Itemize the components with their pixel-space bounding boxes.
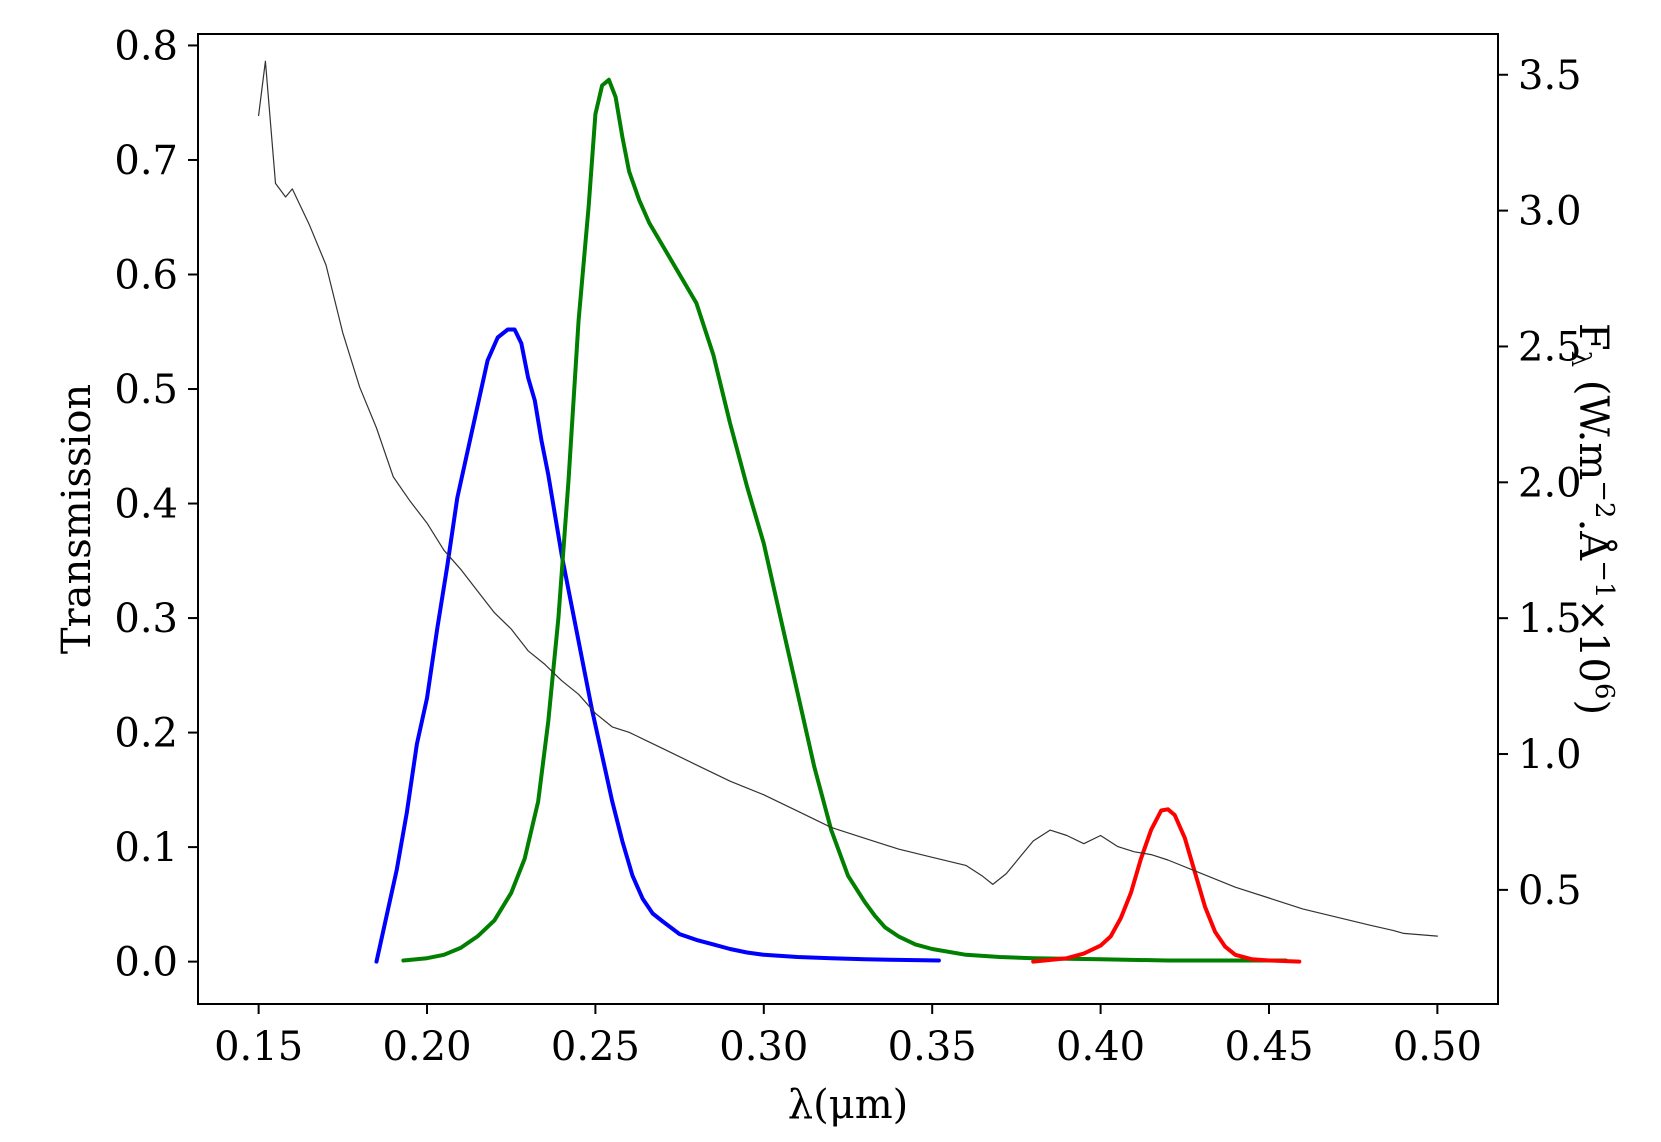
y-tick-label: 0.4 [114, 482, 178, 528]
y-axis-right: 0.5 1.0 1.5 2.0 2.5 3.0 3.5 [1498, 53, 1582, 914]
spectrum-line [258, 60, 1439, 937]
y-tick-label: 0.0 [114, 940, 178, 986]
y2-label-sub: λ [1565, 351, 1595, 367]
y-tick-label: 0.1 [114, 825, 178, 871]
x-tick-label: 0.45 [1224, 1024, 1313, 1070]
y-tick-label: 0.7 [114, 138, 178, 184]
y2-label-rest: (W.m [1570, 367, 1616, 480]
x-axis: 0.15 0.20 0.25 0.30 0.35 0.40 0.45 0.50 [214, 1004, 1482, 1070]
x-tick-label: 0.40 [1056, 1024, 1145, 1070]
y2-tick-label: 2.0 [1518, 460, 1582, 506]
x-tick-label: 0.25 [551, 1024, 640, 1070]
y-tick-label: 0.8 [114, 23, 178, 69]
y2-label-exp2: −1 [1589, 560, 1619, 598]
y2-label-exp1: −2 [1589, 480, 1619, 518]
y2-tick-label: 2.5 [1518, 324, 1582, 370]
y2-label-close: ) [1570, 699, 1616, 715]
y2-label-f: F [1570, 323, 1616, 351]
y-tick-label: 0.5 [114, 367, 178, 413]
y-axis-label: Transmission [54, 384, 100, 654]
plot-frame [197, 33, 1499, 1005]
transmission-curve-3 [1031, 807, 1302, 964]
transmission-curve-2 [401, 77, 1288, 963]
plot-curves [258, 60, 1439, 964]
x-tick-label: 0.30 [719, 1024, 808, 1070]
x-tick-label: 0.35 [888, 1024, 977, 1070]
y-tick-label: 0.6 [114, 252, 178, 298]
transmission-curve-1 [374, 327, 941, 964]
y2-tick-label: 1.0 [1518, 732, 1582, 778]
x-tick-label: 0.20 [382, 1024, 471, 1070]
y2-axis-label: Fλ (W.m−2.Å−1×106) [1565, 323, 1619, 715]
y2-tick-label: 3.5 [1518, 53, 1582, 99]
y2-tick-label: 0.5 [1518, 868, 1582, 914]
y-tick-label: 0.3 [114, 596, 178, 642]
y2-tick-label: 3.0 [1518, 189, 1582, 235]
y2-label-times: ×10 [1570, 599, 1616, 683]
y-tick-label: 0.2 [114, 711, 178, 757]
x-tick-label: 0.50 [1393, 1024, 1482, 1070]
x-axis-label: λ(μm) [788, 1082, 909, 1128]
y2-label-mid: .Å [1570, 519, 1617, 562]
y2-label-exp3: 6 [1589, 683, 1619, 700]
y-axis-left: 0.0 0.1 0.2 0.3 0.4 0.5 0.6 0.7 0.8 [114, 23, 198, 986]
y2-tick-label: 1.5 [1518, 596, 1582, 642]
x-tick-label: 0.15 [214, 1024, 303, 1070]
